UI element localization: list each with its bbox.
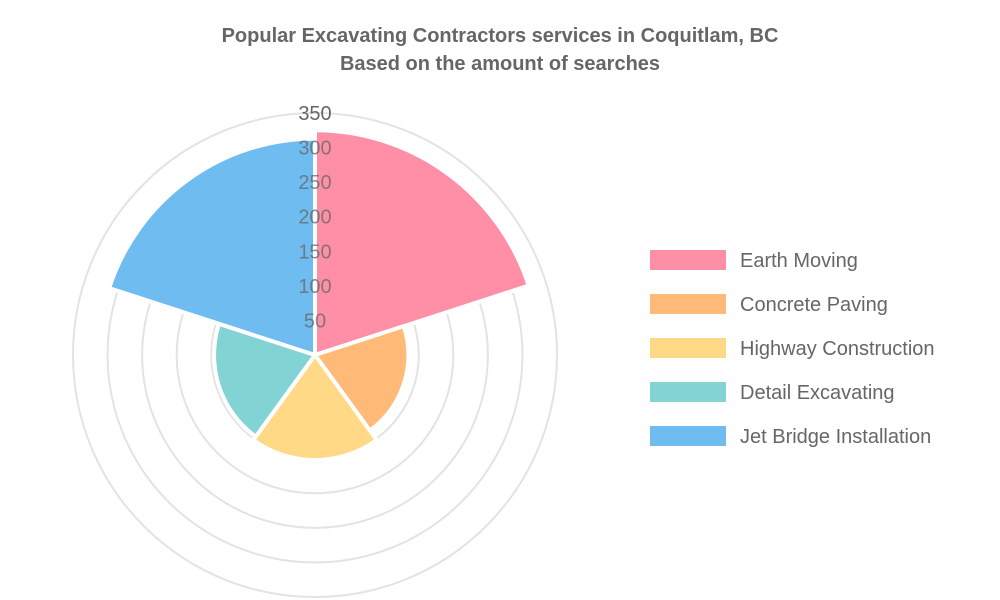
slice-detail-excavating[interactable] <box>212 321 319 440</box>
tick-label: 250 <box>298 172 331 194</box>
legend-label[interactable]: Earth Moving <box>740 250 858 272</box>
tick-label: 150 <box>298 241 331 263</box>
legend-label[interactable]: Detail Excavating <box>740 382 895 404</box>
legend-swatch <box>650 382 726 402</box>
legend-swatch <box>650 338 726 358</box>
grid-ring <box>72 112 558 598</box>
legend-swatch <box>650 426 726 446</box>
slice-concrete-paving[interactable] <box>311 323 411 434</box>
tick-label: 100 <box>298 276 331 298</box>
legend-swatch <box>650 250 726 270</box>
tick-label: 300 <box>298 138 331 160</box>
chart-subtitle: Based on the amount of searches <box>340 53 660 75</box>
legend-label[interactable]: Concrete Paving <box>740 294 888 316</box>
legend-swatch <box>650 294 726 314</box>
legend-label[interactable]: Jet Bridge Installation <box>740 426 931 448</box>
slice-highway-construction[interactable] <box>250 351 380 463</box>
tick-label: 50 <box>304 310 326 332</box>
slice-earth-moving[interactable] <box>313 128 532 358</box>
tick-label: 350 <box>298 103 331 125</box>
slice-jet-bridge-installation[interactable] <box>106 136 317 358</box>
tick-label: 200 <box>298 207 331 229</box>
legend-label[interactable]: Highway Construction <box>740 338 935 360</box>
chart-title: Popular Excavating Contractors services … <box>222 25 779 47</box>
